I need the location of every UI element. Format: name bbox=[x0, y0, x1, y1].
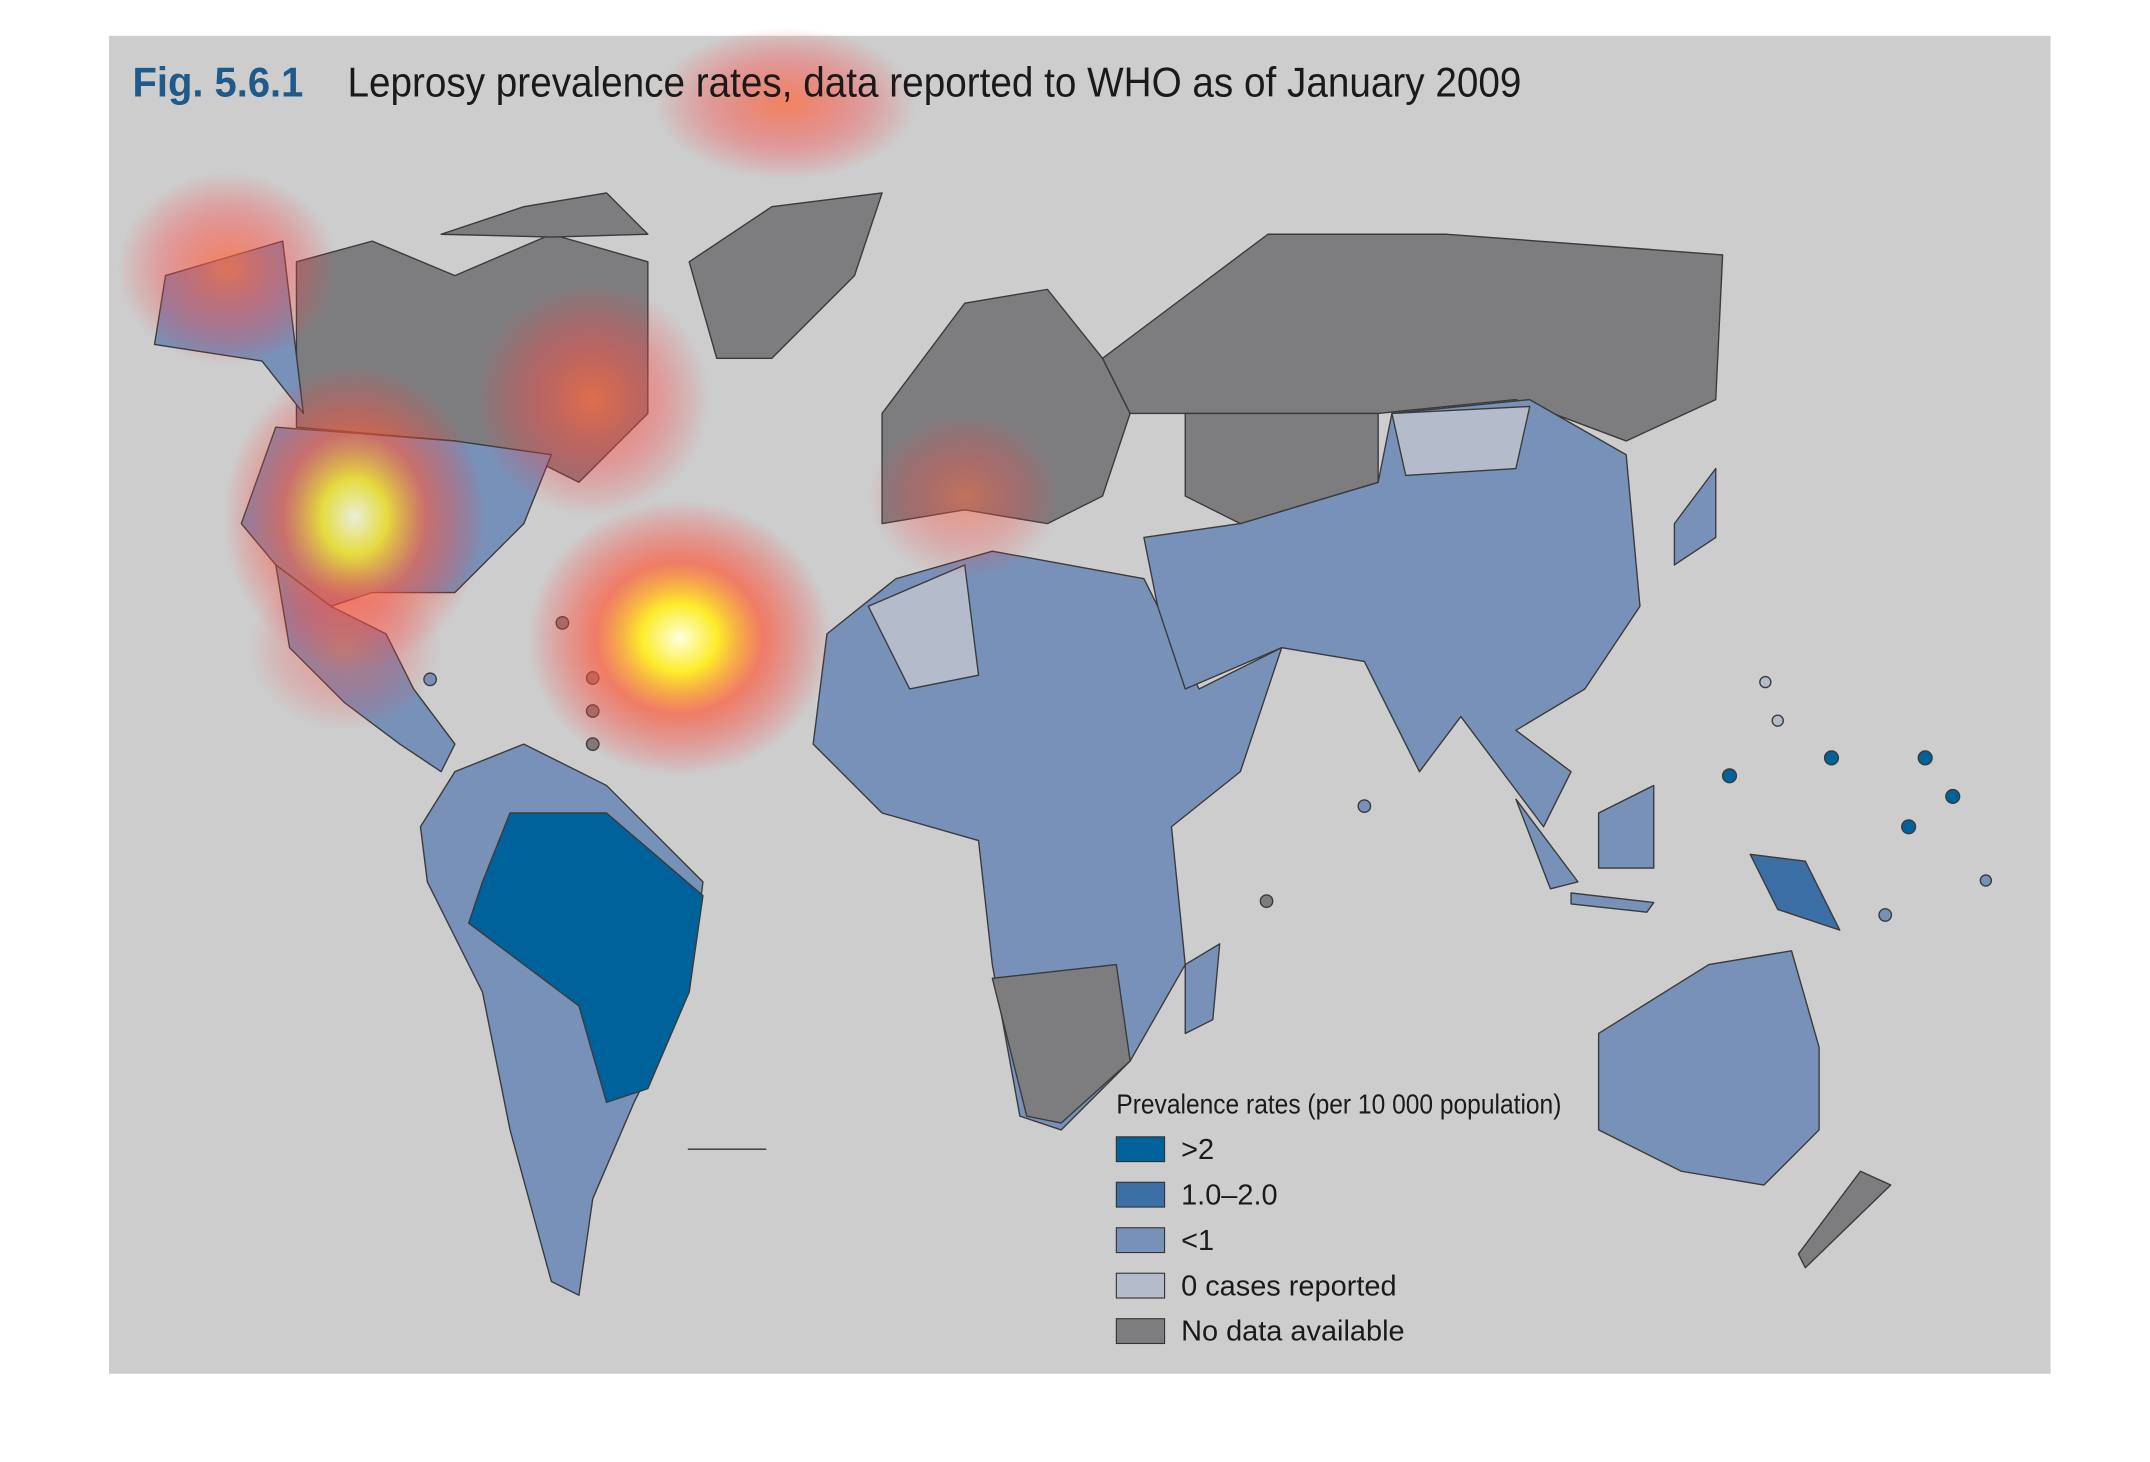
algeria bbox=[867, 564, 980, 690]
southern-africa bbox=[991, 963, 1131, 1124]
arctic-islands bbox=[440, 192, 649, 238]
legend-title: Prevalence rates (per 10 000 population) bbox=[1116, 1088, 1561, 1119]
legend-label: >2 bbox=[1181, 1134, 1214, 1166]
legend-swatch bbox=[1115, 1181, 1166, 1208]
madagascar bbox=[1184, 943, 1221, 1035]
russia bbox=[1101, 233, 1724, 442]
papua-new-guinea bbox=[1749, 853, 1841, 931]
island bbox=[1979, 874, 1993, 887]
legend-swatch bbox=[1115, 1318, 1166, 1345]
central-asia bbox=[1184, 412, 1379, 525]
legend-label: 0 cases reported bbox=[1181, 1270, 1396, 1302]
legend: >2 1.0–2.0 <1 0 cases reported No data avail… bbox=[1115, 1134, 1405, 1348]
island bbox=[1901, 819, 1917, 835]
island bbox=[1823, 750, 1840, 766]
mongolia bbox=[1391, 405, 1531, 477]
legend-label: <1 bbox=[1181, 1225, 1214, 1257]
asia bbox=[1143, 398, 1641, 828]
island bbox=[1878, 908, 1893, 922]
heat-spot bbox=[654, 27, 917, 180]
legend-label: 1.0–2.0 bbox=[1181, 1179, 1278, 1211]
island bbox=[1917, 750, 1933, 766]
legend-swatch bbox=[1115, 1136, 1166, 1163]
brazil bbox=[468, 812, 704, 1104]
japan bbox=[1673, 467, 1717, 566]
legend-label: No data available bbox=[1181, 1316, 1405, 1348]
heat-spot bbox=[117, 172, 338, 366]
island bbox=[1721, 768, 1738, 784]
legend-swatch bbox=[1115, 1227, 1166, 1254]
heat-spot bbox=[248, 564, 442, 731]
heat-spot bbox=[527, 500, 832, 776]
island bbox=[1357, 799, 1372, 813]
heat-spot bbox=[475, 282, 710, 517]
island bbox=[1945, 788, 1961, 805]
island bbox=[1771, 714, 1784, 727]
java bbox=[1570, 892, 1655, 913]
figure-label: Fig. 5.6.1 bbox=[132, 59, 303, 105]
legend-swatch bbox=[1115, 1272, 1166, 1299]
australia bbox=[1597, 950, 1820, 1186]
island bbox=[1259, 894, 1274, 909]
sumatra bbox=[1515, 798, 1579, 890]
borneo bbox=[1597, 784, 1655, 869]
heat-spot bbox=[868, 413, 1062, 579]
heatmap-overlay bbox=[117, 27, 1062, 776]
new-zealand bbox=[1797, 1170, 1892, 1269]
figure-title: Leprosy prevalence rates, data reported … bbox=[347, 59, 1521, 105]
island bbox=[1759, 675, 1772, 689]
greenland bbox=[688, 192, 883, 359]
